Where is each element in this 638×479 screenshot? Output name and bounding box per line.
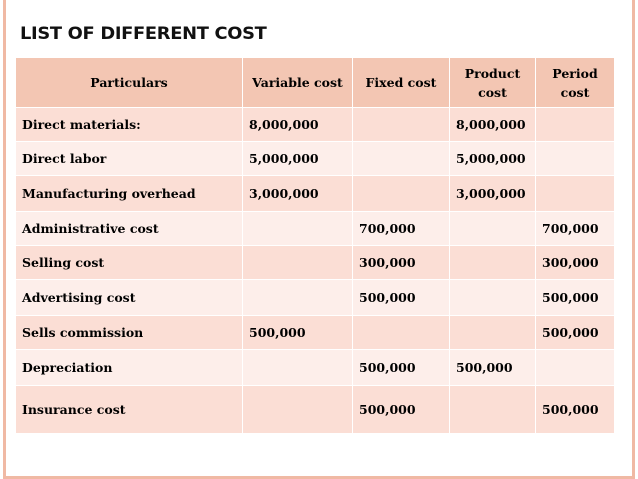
row-label: Advertising cost <box>15 279 243 316</box>
cost-cell <box>535 107 615 142</box>
cost-cell: 3,000,000 <box>242 175 353 212</box>
row-label: Manufacturing overhead <box>15 175 243 212</box>
row-label: Selling cost <box>15 245 243 280</box>
row-label: Sells commission <box>15 315 243 350</box>
table-row: Advertising cost 500,000 500,000 <box>15 279 615 316</box>
table-row: Insurance cost 500,000 500,000 <box>15 385 615 434</box>
row-label: Administrative cost <box>15 211 243 246</box>
table-body: Direct materials: 8,000,000 8,000,000 Direc… <box>15 107 615 434</box>
cost-cell: 5,000,000 <box>242 141 353 176</box>
table-row: Manufacturing overhead 3,000,000 3,000,000 <box>15 175 615 212</box>
cost-cell <box>242 245 353 280</box>
cost-cell: 300,000 <box>535 245 615 280</box>
header-fixed-cost: Fixed cost <box>352 57 450 108</box>
slide-border-right <box>632 0 635 479</box>
cost-cell <box>449 245 536 280</box>
cost-cell <box>535 175 615 212</box>
table-row: Direct materials: 8,000,000 8,000,000 <box>15 107 615 142</box>
header-period-cost: Period cost <box>535 57 615 108</box>
cost-cell: 3,000,000 <box>449 175 536 212</box>
table-row: Administrative cost 700,000 700,000 <box>15 211 615 246</box>
row-label: Direct materials: <box>15 107 243 142</box>
cost-cell <box>242 211 353 246</box>
cost-cell <box>352 141 450 176</box>
cost-cell <box>352 315 450 350</box>
cost-cell: 300,000 <box>352 245 450 280</box>
cost-table: Particulars Variable cost Fixed cost Pro… <box>15 57 615 434</box>
cost-cell <box>242 279 353 316</box>
header-product-cost: Product cost <box>449 57 536 108</box>
cost-cell <box>242 349 353 386</box>
row-label: Direct labor <box>15 141 243 176</box>
cost-cell: 5,000,000 <box>449 141 536 176</box>
cost-cell <box>535 349 615 386</box>
row-label: Insurance cost <box>15 385 243 434</box>
cost-cell <box>449 385 536 434</box>
table-row: Sells commission 500,000 500,000 <box>15 315 615 350</box>
cost-cell: 500,000 <box>352 279 450 316</box>
cost-cell: 8,000,000 <box>242 107 353 142</box>
cost-cell: 500,000 <box>535 279 615 316</box>
cost-cell: 500,000 <box>352 349 450 386</box>
slide-border-left <box>3 0 6 479</box>
cost-cell: 500,000 <box>449 349 536 386</box>
row-label: Depreciation <box>15 349 243 386</box>
table-row: Selling cost 300,000 300,000 <box>15 245 615 280</box>
cost-cell: 500,000 <box>535 315 615 350</box>
cost-cell: 700,000 <box>535 211 615 246</box>
table-row: Direct labor 5,000,000 5,000,000 <box>15 141 615 176</box>
cost-cell: 500,000 <box>352 385 450 434</box>
cost-cell <box>352 107 450 142</box>
table-row: Depreciation 500,000 500,000 <box>15 349 615 386</box>
table-header-row: Particulars Variable cost Fixed cost Pro… <box>15 57 615 108</box>
cost-cell: 8,000,000 <box>449 107 536 142</box>
cost-cell <box>535 141 615 176</box>
cost-cell <box>449 315 536 350</box>
cost-cell: 700,000 <box>352 211 450 246</box>
cost-cell: 500,000 <box>535 385 615 434</box>
cost-cell <box>449 279 536 316</box>
cost-cell <box>352 175 450 212</box>
slide-title: LIST OF DIFFERENT COST <box>20 24 267 44</box>
header-variable-cost: Variable cost <box>242 57 353 108</box>
slide-border-bottom <box>3 476 635 479</box>
cost-cell <box>449 211 536 246</box>
cost-cell: 500,000 <box>242 315 353 350</box>
header-particulars: Particulars <box>15 57 243 108</box>
cost-cell <box>242 385 353 434</box>
